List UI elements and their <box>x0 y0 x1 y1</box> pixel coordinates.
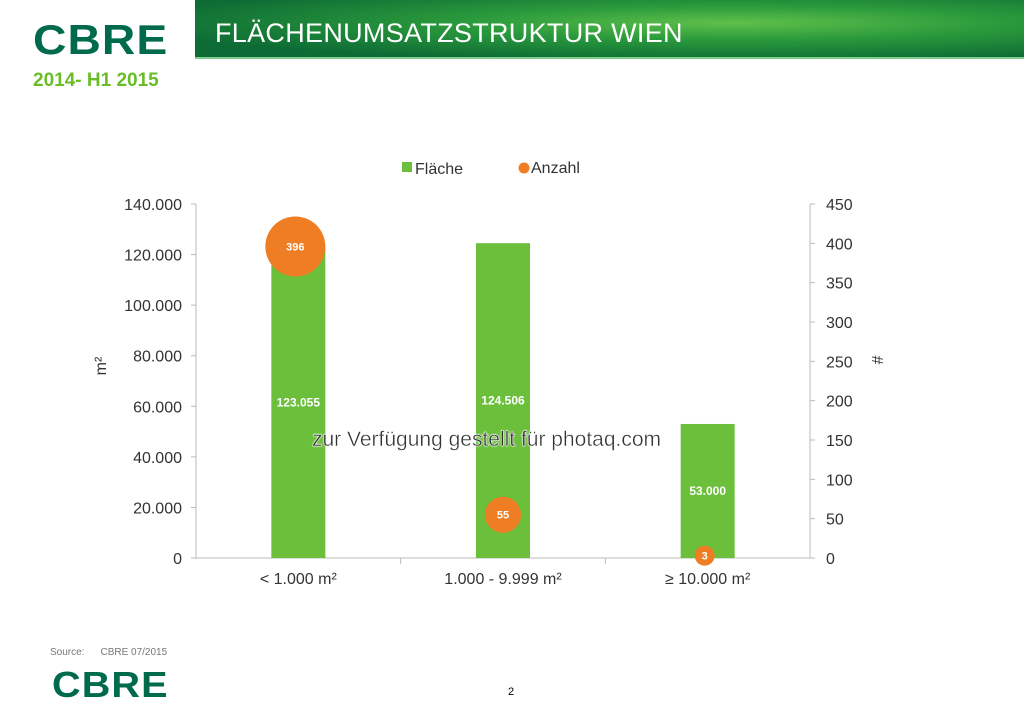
legend-anzahl-swatch <box>518 162 530 174</box>
bubble-data-label: 55 <box>497 510 509 522</box>
y-tick-label: 100.000 <box>124 298 182 315</box>
y-tick-label: 80.000 <box>133 349 182 366</box>
bar-data-label: 124.506 <box>481 394 525 408</box>
cbre-logo-footer: CBRE <box>52 664 169 705</box>
bar-flaeche <box>271 246 326 558</box>
y2-tick-label: 50 <box>826 512 844 529</box>
legend-flaeche-label: Fläche <box>415 161 463 178</box>
y-tick-label: 140.000 <box>124 197 182 214</box>
page-number: 2 <box>508 686 515 698</box>
bubble-data-label: 3 <box>702 551 708 563</box>
y-tick-label: 0 <box>173 551 182 568</box>
y2-tick-label: 200 <box>826 394 853 411</box>
y2-tick-label: 300 <box>826 315 853 332</box>
y2-tick-label: 350 <box>826 276 853 293</box>
bar-flaeche <box>680 423 735 558</box>
source-label: Source: <box>50 647 85 658</box>
cbre-logo: CBRE <box>33 16 169 63</box>
y2-tick-label: 0 <box>826 551 835 568</box>
title-banner: FLÄCHENUMSATZSTRUKTUR WIEN <box>195 0 1024 59</box>
x-tick-label: 1.000 - 9.999 m² <box>444 571 562 588</box>
legend-flaeche-swatch <box>402 162 412 172</box>
source-note: Source: CBRE 07/2015 <box>50 647 183 658</box>
legend-anzahl-label: Anzahl <box>531 160 580 177</box>
y2-tick-label: 400 <box>826 236 853 253</box>
y2-tick-label: 250 <box>826 354 853 371</box>
page-title: FLÄCHENUMSATZSTRUKTUR WIEN <box>215 18 683 48</box>
bubble-anzahl <box>694 545 715 566</box>
y2-tick-label: 100 <box>826 472 853 489</box>
bubble-anzahl <box>265 216 326 277</box>
period-subtitle: 2014- H1 2015 <box>33 70 159 91</box>
y-tick-label: 120.000 <box>124 248 182 265</box>
bubble-data-label: 396 <box>286 241 304 253</box>
x-tick-label: < 1.000 m² <box>260 571 338 588</box>
bar-data-label: 53.000 <box>689 484 726 498</box>
y-tick-label: 20.000 <box>133 500 182 517</box>
y2-axis-label: # <box>868 356 885 365</box>
bar-data-label: 123.055 <box>277 395 321 409</box>
y2-tick-label: 150 <box>826 433 853 450</box>
bubble-anzahl <box>485 496 521 533</box>
source-value: CBRE 07/2015 <box>100 647 168 658</box>
x-tick-label: ≥ 10.000 m² <box>665 571 751 588</box>
y-tick-label: 60.000 <box>133 399 182 416</box>
watermark: zur Verfügung gestellt für photaq.com <box>312 428 662 451</box>
y2-tick-label: 450 <box>826 197 853 214</box>
y-tick-label: 40.000 <box>133 450 182 467</box>
y-axis-label: m² <box>93 356 110 375</box>
